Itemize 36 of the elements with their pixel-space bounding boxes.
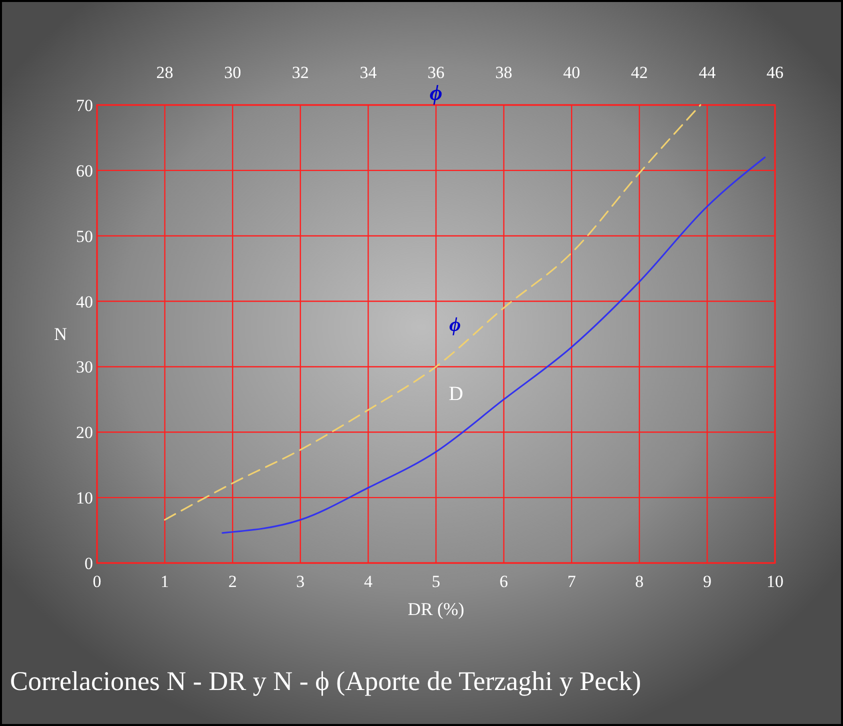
x2-tick-label: 42 <box>630 63 648 82</box>
x-tick-label: 3 <box>296 572 305 591</box>
x-tick-label: 8 <box>635 572 644 591</box>
y-tick-label: 30 <box>76 358 93 377</box>
x2-tick-label: 44 <box>698 63 716 82</box>
x-tick-label: 5 <box>432 572 440 591</box>
x2-tick-label: 30 <box>224 63 242 82</box>
x-axis-title: DR (%) <box>408 599 464 619</box>
y-tick-label: 20 <box>76 423 93 442</box>
x-tick-label: 1 <box>160 572 170 591</box>
x-tick-label: 9 <box>702 572 712 591</box>
annotation: ϕ <box>449 314 461 336</box>
x-tick-label: 4 <box>364 572 373 591</box>
x-tick-label: 7 <box>567 572 576 591</box>
y-axis-title: N <box>54 324 67 344</box>
x2-tick-label: 32 <box>292 63 309 82</box>
text: Correlaciones N - DR y N - ϕ (Aporte de Terzaghi y Peck) <box>10 666 642 696</box>
line-series <box>222 156 766 534</box>
y-tick-label: 50 <box>76 226 93 246</box>
x-tick-label: 6 <box>500 572 508 591</box>
y-tick-label: 40 <box>76 292 93 312</box>
y-tick-label: 60 <box>76 161 93 180</box>
x2-tick-label: 40 <box>563 63 580 82</box>
x2-tick-label: 28 <box>156 63 174 82</box>
x2-tick-label: 46 <box>766 63 784 82</box>
x2-tick-label: 38 <box>495 63 512 82</box>
y-tick-label: 70 <box>76 96 93 115</box>
x2-tick-label: 36 <box>428 63 444 82</box>
y-tick-label: 0 <box>84 554 93 573</box>
x-tick-label: 10 <box>766 572 784 591</box>
line-series <box>164 104 702 521</box>
x2-tick-label: 34 <box>360 63 378 82</box>
x2-axis-title: ϕ <box>430 80 443 105</box>
annotation: D <box>448 383 464 405</box>
y-tick-label: 10 <box>76 488 93 508</box>
x-tick-label: 2 <box>228 572 237 591</box>
